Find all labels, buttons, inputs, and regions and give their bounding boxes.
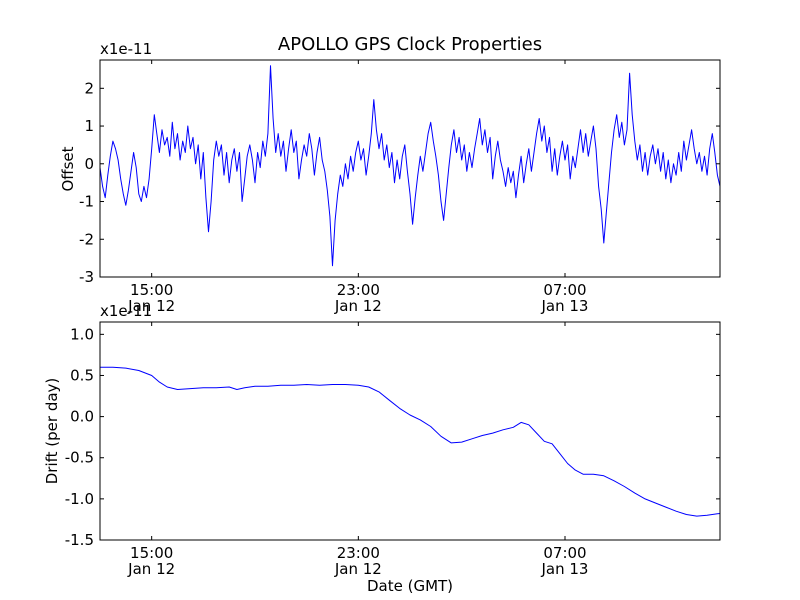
x-axis-label: Date (GMT)	[367, 577, 453, 595]
y-axis-ticks: -3 -2 -1 0 1 2	[79, 79, 720, 286]
offset-plot-area	[100, 65, 720, 267]
series-line	[100, 65, 720, 267]
drift-plot-area	[100, 366, 720, 517]
offset-panel: APOLLO GPS Clock Properties x1e-11 Offse…	[59, 34, 721, 315]
offset-multiplier-label: x1e-11	[100, 302, 152, 320]
y-tick-label: -2	[79, 230, 94, 248]
y-tick-label: -1.5	[65, 531, 94, 549]
offset-multiplier-label: x1e-11	[100, 40, 152, 58]
x-tick-label: 15:00 Jan 12	[127, 544, 175, 578]
y-tick-label: -1.0	[65, 490, 94, 508]
y-tick-label: 0.0	[70, 408, 94, 426]
y-axis-label: Drift (per day)	[43, 378, 61, 485]
plot-frame	[99, 59, 721, 278]
plot-frame	[99, 321, 721, 541]
x-axis-ticks: 15:00 Jan 12 23:00 Jan 12 07:00 Jan 13	[127, 60, 588, 315]
x-axis-ticks: 15:00 Jan 12 23:00 Jan 12 07:00 Jan 13	[127, 322, 588, 578]
y-tick-label: 2	[84, 79, 94, 97]
drift-panel: x1e-11 Drift (per day) Date (GMT) -1.5-1…	[43, 302, 721, 595]
y-tick-label: -0.5	[65, 449, 94, 467]
y-tick-label: -1	[79, 193, 94, 211]
series-line	[100, 366, 720, 517]
x-tick-label: 23:00 Jan 12	[334, 544, 382, 578]
x-tick-label: 07:00 Jan 13	[541, 544, 589, 578]
x-tick-label: 07:00 Jan 13	[541, 281, 589, 315]
x-tick-label: 23:00 Jan 12	[334, 281, 382, 315]
x-tick-label: 15:00 Jan 12	[127, 281, 175, 315]
y-tick-label: 0.5	[70, 366, 94, 384]
y-axis-ticks: -1.5 -1.0 -0.5 0.0 0.5 1.0	[65, 325, 720, 549]
y-axis-label: Offset	[59, 146, 77, 191]
y-tick-label: 1	[84, 117, 94, 135]
chart-title: APOLLO GPS Clock Properties	[278, 34, 542, 55]
y-tick-label: -3	[79, 268, 94, 286]
y-tick-label: 0	[84, 155, 94, 173]
y-tick-label: 1.0	[70, 325, 94, 343]
